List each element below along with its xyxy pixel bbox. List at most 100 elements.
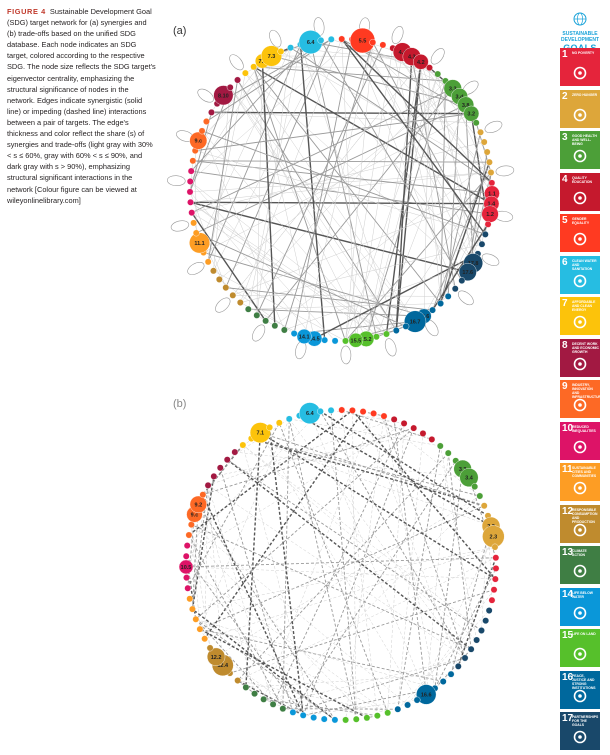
self-loop (215, 297, 231, 313)
network-edge (242, 444, 482, 631)
network-edge (190, 172, 492, 203)
network-edge (411, 56, 456, 289)
sdg-target-node (444, 449, 452, 457)
sdg-tile-16: 16 Peace, justice and strong institutions (560, 670, 600, 709)
sdg-target-node (184, 584, 192, 592)
sdg-target-node (373, 712, 381, 720)
network-edge (225, 287, 433, 311)
network-edge (263, 413, 374, 700)
sdg-target-node (316, 407, 324, 415)
self-loop (430, 48, 445, 65)
caption-text: Sustainable Development Goal (SDG) targe… (7, 7, 156, 205)
network-edge (251, 437, 485, 507)
network-edge (253, 66, 430, 68)
network-edge (230, 87, 397, 331)
sdg-target-node (485, 607, 493, 614)
network-edge (187, 411, 321, 546)
network-edge (351, 409, 496, 580)
sdg-target-node (473, 636, 481, 644)
node-label: 9.c (191, 512, 199, 518)
sdg-tile-7: 7 Affordable and clean energy (560, 297, 600, 335)
panel-b-label: (b) (173, 398, 187, 410)
bowl-icon (573, 108, 587, 121)
network-edge (278, 422, 389, 713)
network-edge (197, 504, 336, 721)
self-loop (229, 54, 244, 71)
network-edge (191, 524, 472, 650)
network-edge (232, 61, 422, 296)
network-edge (282, 418, 290, 709)
sdg-tile-17: 17 Partnerships for the goals (560, 712, 600, 750)
sdg-number: 17 (562, 713, 574, 724)
dove-icon (573, 689, 587, 702)
network-edge (207, 485, 274, 705)
tree-icon (573, 647, 587, 661)
network-edge (300, 44, 474, 264)
node-label: 6.4 (306, 411, 315, 417)
network-edge (330, 410, 357, 720)
sdg-target-node (478, 240, 486, 248)
sdg-number: 14 (562, 588, 574, 600)
sdg-target-node (290, 330, 298, 337)
network-edge (261, 61, 276, 326)
sdg-target-node (400, 420, 408, 427)
eye-icon (573, 564, 587, 578)
network-edge (253, 66, 441, 304)
network-edge (362, 40, 492, 173)
sdg-target-node (186, 595, 194, 603)
network-edge (213, 270, 346, 342)
sdg-target-node (349, 407, 356, 414)
sdg-title: Gender equality (572, 217, 590, 225)
node-label: 7.1 (259, 59, 267, 65)
network-edge (447, 453, 472, 650)
network-edge (191, 476, 215, 610)
sdg-target-node (482, 617, 490, 625)
network-edge (199, 47, 291, 243)
network-edge (272, 423, 405, 705)
network-edge (189, 172, 492, 193)
network-edge (355, 52, 403, 341)
network-edge (195, 618, 274, 705)
network-edge (303, 699, 418, 716)
network-edge (191, 212, 267, 322)
sdg-target-node (287, 44, 294, 52)
sdg-target-node (189, 605, 196, 613)
sdg-target-node (236, 299, 244, 306)
sdg-target-node (429, 306, 436, 314)
sdg-target-node (439, 678, 447, 685)
sdg-target-node (285, 415, 293, 423)
sdg-target-node (467, 645, 475, 653)
network-edge (185, 557, 496, 568)
node-label: 6.4 (307, 40, 316, 46)
sdg-target-node (416, 684, 437, 705)
sdg-tile-2: 2 Zero hunger (560, 89, 600, 128)
network-edge (240, 38, 342, 303)
network-edge (191, 141, 485, 213)
network-edge (397, 445, 441, 710)
sdg-target-node (434, 70, 442, 78)
sdg-tile-13: 13 Climate action (560, 546, 600, 584)
sdg-title: Climate action (572, 549, 587, 557)
network-edge (341, 38, 357, 341)
network-edge (213, 433, 424, 477)
network-edge (271, 55, 466, 106)
sdg-target-node (178, 559, 194, 575)
sdg-target-node (463, 105, 480, 122)
sdg-title: Quality education (572, 175, 592, 184)
self-loop (391, 26, 404, 44)
network-edge (341, 38, 486, 235)
sdg-target-node (279, 705, 287, 713)
network-edge (245, 72, 468, 273)
network-edge (207, 73, 246, 262)
sdg-target-node (204, 481, 212, 489)
network-edge (345, 416, 385, 720)
node-label: 17.6 (462, 270, 473, 276)
network-edge (345, 42, 374, 341)
heartbeat-icon (573, 149, 587, 163)
node-label: 14.5 (309, 337, 320, 343)
network-edge (299, 415, 492, 527)
network-edge (194, 150, 197, 233)
sdg-logo: SUSTAINABLE DEVELOPMENT GOALS (558, 12, 602, 53)
network-edge (204, 411, 364, 640)
sdg-number: 4 (562, 173, 568, 185)
